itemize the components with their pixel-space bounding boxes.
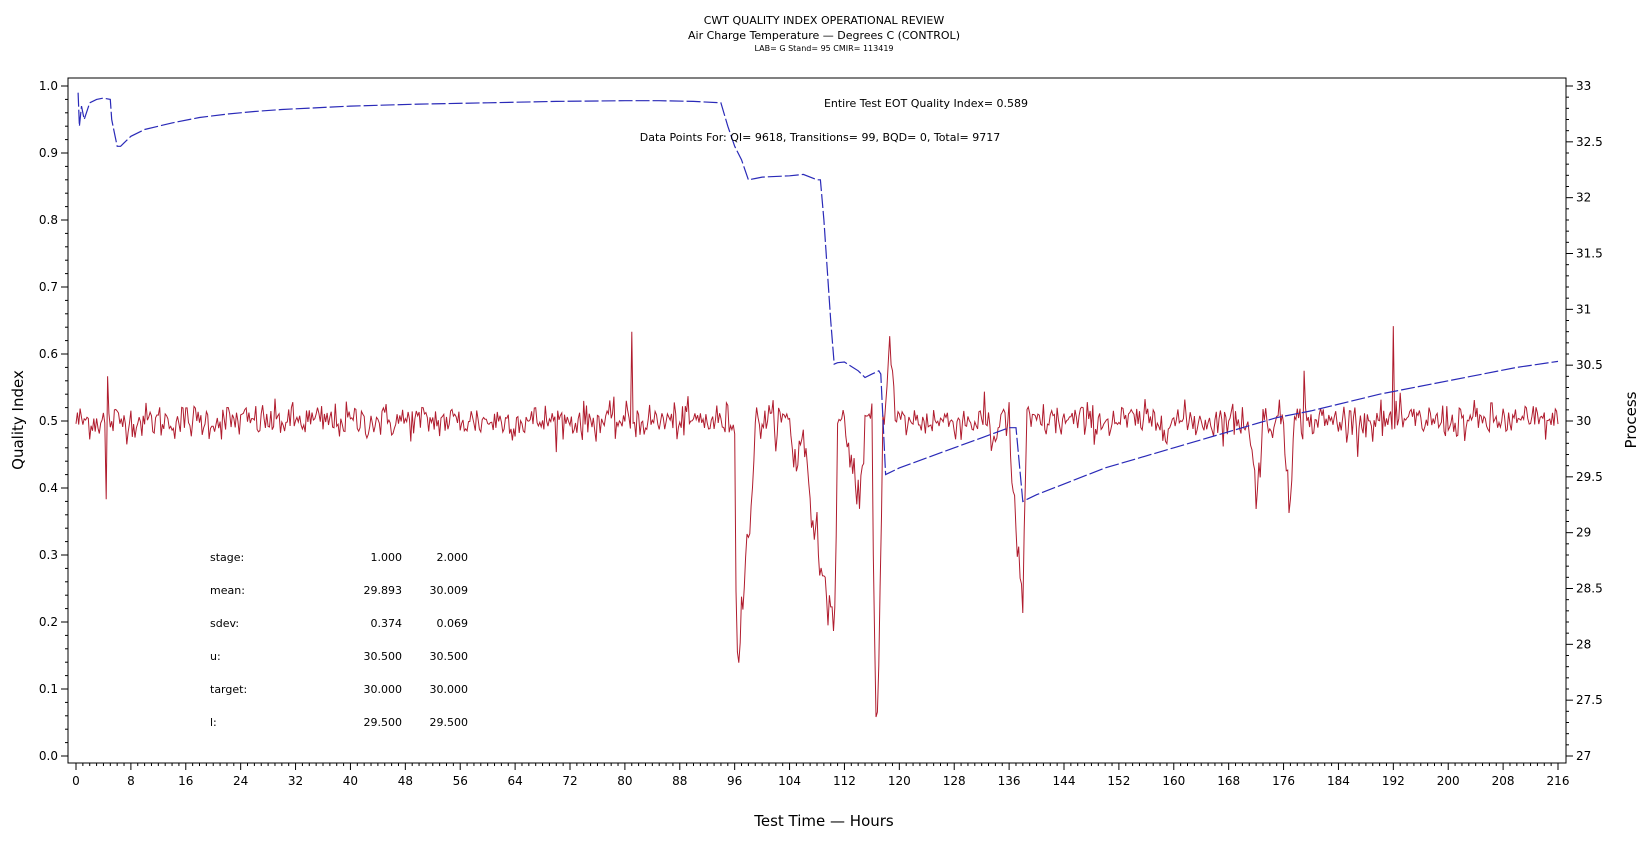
x-axis-title: Test Time — Hours bbox=[753, 812, 894, 830]
x-tick-label: 48 bbox=[398, 774, 413, 788]
y-left-tick-label: 1.0 bbox=[39, 79, 58, 93]
x-tick-label: 200 bbox=[1437, 774, 1460, 788]
x-tick-label: 128 bbox=[943, 774, 966, 788]
chart-title: CWT QUALITY INDEX OPERATIONAL REVIEW bbox=[704, 14, 945, 27]
y-left-tick-label: 0.7 bbox=[39, 280, 58, 294]
x-tick-label: 152 bbox=[1107, 774, 1130, 788]
y-left-tick-label: 0.1 bbox=[39, 682, 58, 696]
x-tick-label: 144 bbox=[1053, 774, 1076, 788]
y-left-tick-label: 0.2 bbox=[39, 615, 58, 629]
x-tick-label: 32 bbox=[288, 774, 303, 788]
x-tick-label: 80 bbox=[617, 774, 632, 788]
x-tick-label: 136 bbox=[998, 774, 1021, 788]
stats-stage1-value: 30.000 bbox=[364, 683, 403, 696]
y-right-tick-label: 30.5 bbox=[1576, 358, 1603, 372]
stats-stage1-value: 29.500 bbox=[364, 716, 403, 729]
x-tick-label: 160 bbox=[1162, 774, 1185, 788]
stats-row-label: l: bbox=[210, 716, 217, 729]
y-right-tick-label: 30 bbox=[1576, 414, 1591, 428]
y-right-tick-label: 31.5 bbox=[1576, 247, 1603, 261]
chart-subtitle: Air Charge Temperature — Degrees C (CONT… bbox=[688, 29, 960, 42]
stats-stage2-value: 0.069 bbox=[437, 617, 469, 630]
stats-row-label: target: bbox=[210, 683, 247, 696]
y-left-tick-label: 0.4 bbox=[39, 481, 58, 495]
stats-row-label: u: bbox=[210, 650, 221, 663]
stats-stage2-value: 30.009 bbox=[430, 584, 469, 597]
x-tick-label: 0 bbox=[72, 774, 80, 788]
stats-stage1-value: 0.374 bbox=[371, 617, 403, 630]
y-right-tick-label: 28.5 bbox=[1576, 582, 1603, 596]
y-left-tick-label: 0.5 bbox=[39, 414, 58, 428]
stats-stage2-value: 29.500 bbox=[430, 716, 469, 729]
stats-stage2-value: 2.000 bbox=[437, 551, 469, 564]
process-series-line bbox=[75, 326, 1559, 718]
y-right-tick-label: 28 bbox=[1576, 637, 1591, 651]
stats-stage1-value: 30.500 bbox=[364, 650, 403, 663]
stats-row-label: sdev: bbox=[210, 617, 239, 630]
x-tick-label: 184 bbox=[1327, 774, 1350, 788]
y-right-tick-label: 29 bbox=[1576, 526, 1591, 540]
series-layer bbox=[75, 92, 1559, 718]
y-right-tick-label: 27.5 bbox=[1576, 693, 1603, 707]
x-tick-label: 24 bbox=[233, 774, 248, 788]
plot-frame bbox=[67, 77, 1567, 764]
x-tick-label: 16 bbox=[178, 774, 193, 788]
y-left-tick-label: 0.0 bbox=[39, 749, 58, 763]
stats-stage2-value: 30.000 bbox=[430, 683, 469, 696]
eot-quality-annotation: Entire Test EOT Quality Index= 0.589 bbox=[824, 97, 1028, 110]
x-tick-label: 72 bbox=[562, 774, 577, 788]
y-left-tick-label: 0.9 bbox=[39, 146, 58, 160]
x-tick-label: 104 bbox=[778, 774, 801, 788]
x-tick-label: 56 bbox=[453, 774, 468, 788]
x-tick-label: 8 bbox=[127, 774, 135, 788]
y-right-tick-label: 33 bbox=[1576, 79, 1591, 93]
y-right-tick-label: 32.5 bbox=[1576, 135, 1603, 149]
stats-stage1-value: 1.000 bbox=[371, 551, 403, 564]
quality-index-series-line bbox=[77, 92, 1559, 503]
x-tick-label: 64 bbox=[507, 774, 522, 788]
stats-table: stage: 1.000 2.000 mean: 29.893 30.009 sdev: 0.… bbox=[210, 551, 468, 729]
x-tick-label: 120 bbox=[888, 774, 911, 788]
x-tick-label: 88 bbox=[672, 774, 687, 788]
x-tick-label: 40 bbox=[343, 774, 358, 788]
stats-row-label: mean: bbox=[210, 584, 245, 597]
x-tick-label: 168 bbox=[1217, 774, 1240, 788]
y-right-tick-label: 32 bbox=[1576, 191, 1591, 205]
axes-layer: 0 8 16 24 32 40 48 56 64 72 80 88 96 104 112 120 128 136 1… bbox=[39, 79, 1603, 788]
y-right-tick-label: 31 bbox=[1576, 302, 1591, 316]
right-axis-title: Process bbox=[1622, 391, 1640, 448]
x-tick-label: 208 bbox=[1492, 774, 1515, 788]
x-tick-label: 96 bbox=[727, 774, 742, 788]
x-tick-label: 176 bbox=[1272, 774, 1295, 788]
x-tick-label: 216 bbox=[1547, 774, 1570, 788]
stats-stage2-value: 30.500 bbox=[430, 650, 469, 663]
y-right-tick-label: 27 bbox=[1576, 749, 1591, 763]
stats-stage1-value: 29.893 bbox=[364, 584, 403, 597]
x-tick-label: 112 bbox=[833, 774, 856, 788]
y-left-tick-label: 0.6 bbox=[39, 347, 58, 361]
data-points-annotation: Data Points For: QI= 9618, Transitions= … bbox=[640, 131, 1001, 144]
x-tick-label: 192 bbox=[1382, 774, 1405, 788]
y-left-tick-label: 0.8 bbox=[39, 213, 58, 227]
y-right-tick-label: 29.5 bbox=[1576, 470, 1603, 484]
left-axis-title: Quality Index bbox=[9, 370, 27, 470]
stats-row-label: stage: bbox=[210, 551, 244, 564]
y-left-tick-label: 0.3 bbox=[39, 548, 58, 562]
chart-subtitle-lab: LAB= G Stand= 95 CMIR= 113419 bbox=[754, 44, 893, 53]
